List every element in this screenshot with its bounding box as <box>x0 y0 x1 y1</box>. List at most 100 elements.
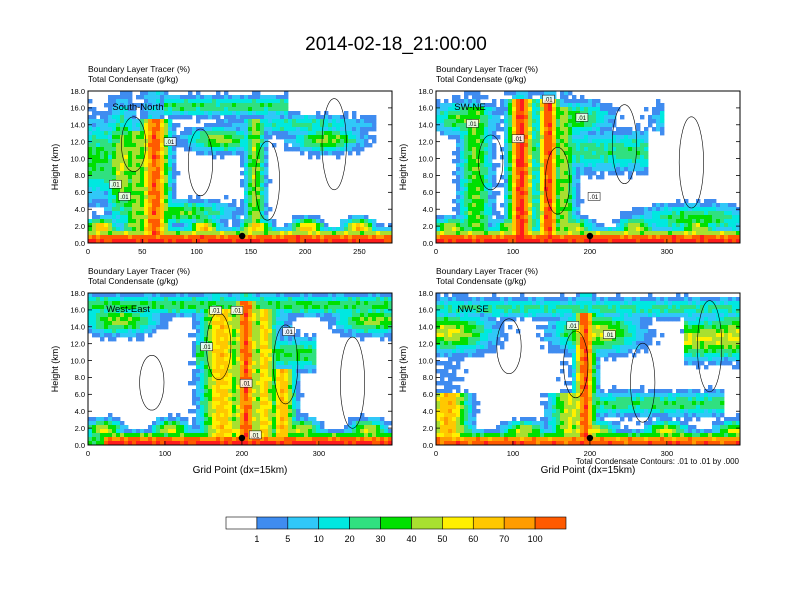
heatmap-cell <box>580 231 585 236</box>
heatmap-cell <box>456 143 461 148</box>
heatmap-cell <box>196 147 201 152</box>
heatmap-cell <box>264 401 269 406</box>
heatmap-cell <box>220 333 225 338</box>
heatmap-cell <box>536 139 541 144</box>
heatmap-cell <box>300 127 305 132</box>
heatmap-cell <box>252 389 257 394</box>
heatmap-cell <box>244 305 249 310</box>
heatmap-cell <box>92 175 97 180</box>
heatmap-cell <box>616 131 621 136</box>
heatmap-cell <box>172 175 177 180</box>
heatmap-cell <box>604 151 609 156</box>
heatmap-cell <box>324 123 329 128</box>
heatmap-cell <box>572 99 577 104</box>
heatmap-cell <box>232 107 237 112</box>
heatmap-cell <box>728 207 733 212</box>
heatmap-cell <box>224 231 229 236</box>
heatmap-cell <box>636 147 641 152</box>
heatmap-cell <box>544 175 549 180</box>
heatmap-cell <box>488 107 493 112</box>
heatmap-cell <box>136 219 141 224</box>
heatmap-cell <box>676 211 681 216</box>
heatmap-cell <box>444 111 449 116</box>
heatmap-cell <box>184 301 189 306</box>
heatmap-cell <box>248 151 253 156</box>
heatmap-cell <box>312 151 317 156</box>
heatmap-cell <box>276 131 281 136</box>
heatmap-cell <box>188 239 193 244</box>
heatmap-cell <box>492 171 497 176</box>
heatmap-cell <box>172 429 177 434</box>
heatmap-cell <box>96 199 101 204</box>
heatmap-cell <box>208 421 213 426</box>
heatmap-cell <box>292 231 297 236</box>
heatmap-cell <box>132 215 137 220</box>
heatmap-cell <box>104 179 109 184</box>
heatmap-cell <box>632 227 637 232</box>
heatmap-cell <box>112 235 117 240</box>
heatmap-cell <box>108 227 113 232</box>
heatmap-cell <box>224 417 229 422</box>
heatmap-cell <box>504 171 509 176</box>
heatmap-cell <box>700 203 705 208</box>
heatmap-cell <box>508 239 513 244</box>
heatmap-cell <box>512 119 517 124</box>
heatmap-cell <box>220 337 225 342</box>
heatmap-cell <box>504 99 509 104</box>
heatmap-cell <box>356 223 361 228</box>
heatmap-cell <box>112 317 117 322</box>
heatmap-cell <box>140 223 145 228</box>
heatmap-cell <box>300 223 305 228</box>
heatmap-cell <box>204 365 209 370</box>
heatmap-cell <box>616 159 621 164</box>
heatmap-cell <box>572 139 577 144</box>
heatmap-cell <box>260 95 265 100</box>
heatmap-cell <box>152 155 157 160</box>
heatmap-cell <box>588 107 593 112</box>
heatmap-cell <box>252 365 257 370</box>
heatmap-cell <box>88 329 93 334</box>
heatmap-cell <box>220 147 225 152</box>
heatmap-cell <box>484 171 489 176</box>
heatmap-cell <box>220 239 225 244</box>
heatmap-cell <box>100 127 105 132</box>
heatmap-cell <box>260 421 265 426</box>
heatmap-cell <box>528 187 533 192</box>
heatmap-cell <box>256 127 261 132</box>
heatmap-cell <box>540 211 545 216</box>
heatmap-cell <box>192 235 197 240</box>
heatmap-cell <box>208 393 213 398</box>
heatmap-cell <box>580 223 585 228</box>
heatmap-cell <box>564 171 569 176</box>
heatmap-cell <box>180 305 185 310</box>
heatmap-cell <box>204 337 209 342</box>
heatmap-cell <box>112 115 117 120</box>
heatmap-cell <box>144 191 149 196</box>
heatmap-cell <box>184 309 189 314</box>
heatmap-cell <box>528 163 533 168</box>
heatmap-cell <box>460 199 465 204</box>
heatmap-cell <box>448 223 453 228</box>
heatmap-cell <box>232 147 237 152</box>
heatmap-cell <box>572 103 577 108</box>
heatmap-cell <box>516 99 521 104</box>
heatmap-cell <box>516 223 521 228</box>
heatmap-cell <box>256 159 261 164</box>
heatmap-cell <box>520 199 525 204</box>
heatmap-cell <box>560 131 565 136</box>
heatmap-cell <box>536 175 541 180</box>
heatmap-cell <box>164 223 169 228</box>
heatmap-cell <box>104 143 109 148</box>
heatmap-cell <box>172 211 177 216</box>
heatmap-cell <box>212 385 217 390</box>
heatmap-cell <box>140 203 145 208</box>
heatmap-cell <box>300 131 305 136</box>
heatmap-cell <box>232 143 237 148</box>
heatmap-cell <box>252 175 257 180</box>
heatmap-cell <box>196 203 201 208</box>
heatmap-cell <box>212 95 217 100</box>
heatmap-cell <box>256 219 261 224</box>
heatmap-cell <box>472 239 477 244</box>
heatmap-cell <box>120 433 125 438</box>
heatmap-cell <box>576 203 581 208</box>
